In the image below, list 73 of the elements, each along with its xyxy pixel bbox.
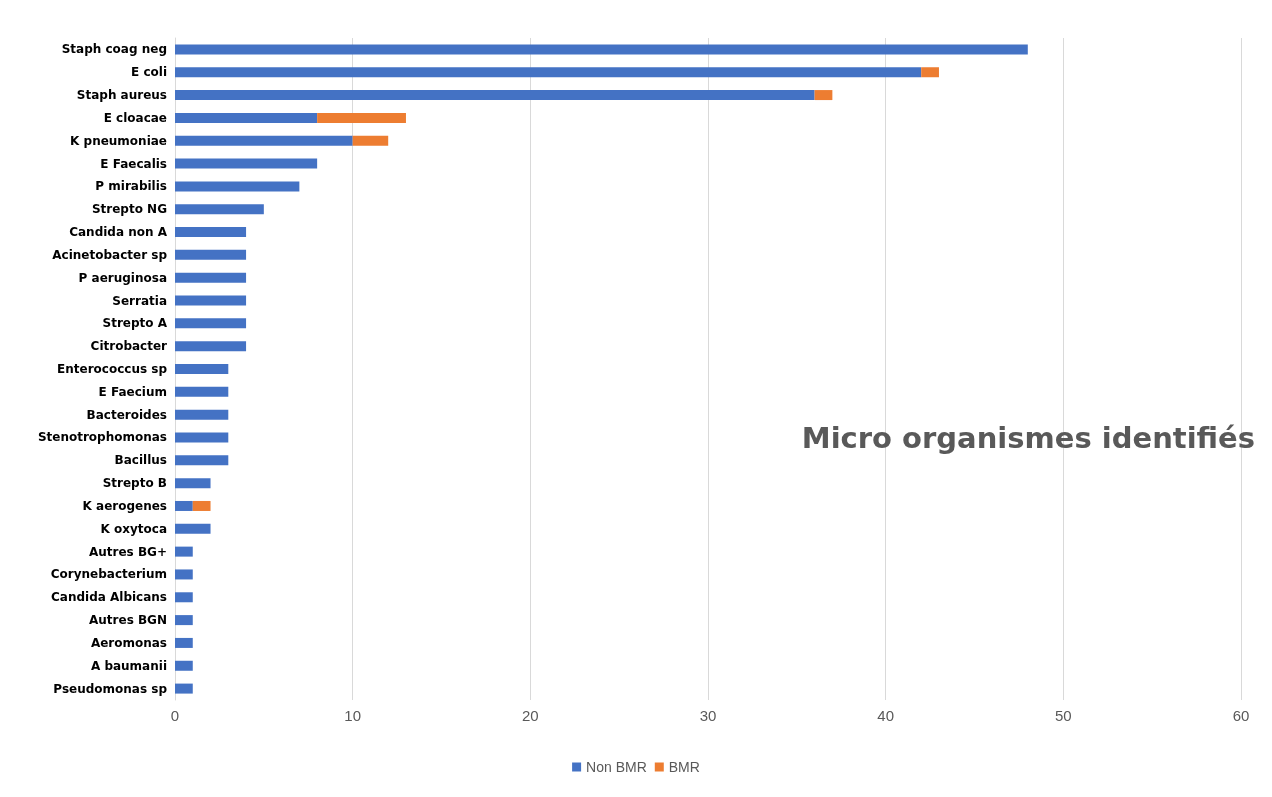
y-tick-label: Strepto NG <box>91 202 167 217</box>
bar <box>352 135 389 146</box>
bar <box>175 432 229 443</box>
y-tick-label: Corynebacterium <box>50 567 167 582</box>
bar <box>921 67 939 78</box>
bar <box>175 546 193 557</box>
text: Micro organismes identifiés <box>801 420 1256 455</box>
bar <box>175 249 247 260</box>
bar <box>175 204 264 215</box>
y-tick-label: Candida Albicans <box>50 590 167 605</box>
x-tick-label: 20 <box>521 707 539 724</box>
bar <box>175 44 1028 55</box>
y-tick-label: Stenotrophomonas <box>37 430 167 445</box>
bar <box>175 272 247 283</box>
y-tick-label: P mirabilis <box>95 179 167 194</box>
bar <box>175 500 193 511</box>
y-tick-label: Enterococcus sp <box>57 362 168 376</box>
bar <box>175 318 247 329</box>
bar <box>175 455 229 466</box>
y-tick-label: Serratia <box>112 293 167 308</box>
bar <box>192 500 211 511</box>
bar <box>175 158 318 169</box>
y-tick-label: Autres BG+ <box>89 544 167 559</box>
y-tick-label: Autres BGN <box>89 613 167 628</box>
bar <box>175 67 922 78</box>
y-tick-label: E Faecalis <box>100 156 167 171</box>
bar <box>175 386 229 397</box>
y-tick-label: K aerogenes <box>82 498 167 513</box>
bar <box>814 90 833 101</box>
y-tick-label: Candida non A <box>69 225 168 240</box>
bar <box>175 341 247 352</box>
bar <box>317 112 406 123</box>
bar <box>175 637 193 648</box>
y-tick-label: E cloacae <box>103 110 167 125</box>
x-tick-label: 0 <box>170 707 180 724</box>
y-tick-label: A baumanii <box>90 658 167 673</box>
y-tick-label: Acinetobacter sp <box>52 247 168 262</box>
bar <box>175 90 815 101</box>
y-tick-label: K pneumoniae <box>70 133 167 148</box>
bar <box>175 660 193 671</box>
y-tick-label: Strepto A <box>102 316 168 331</box>
x-tick-label: 40 <box>877 707 895 724</box>
x-tick-label: 30 <box>699 707 717 724</box>
y-tick-label: E Faecium <box>98 384 167 399</box>
bar <box>175 615 193 626</box>
x-tick-label: 60 <box>1232 707 1250 724</box>
bar <box>175 227 247 238</box>
y-tick-label: Aeromonas <box>90 635 167 650</box>
y-tick-label: K oxytoca <box>100 521 167 536</box>
y-tick-label: Citrobacter <box>90 339 168 354</box>
y-tick-label: Pseudomonas sp <box>53 681 168 696</box>
bar <box>175 409 229 420</box>
bar <box>175 478 211 489</box>
bar <box>175 683 193 694</box>
y-tick-label: E coli <box>131 65 167 80</box>
y-tick-label: Staph aureus <box>76 88 167 103</box>
bar <box>175 592 193 603</box>
bar <box>175 135 353 146</box>
x-tick-label: 10 <box>344 707 362 724</box>
y-tick-label: Staph coag neg <box>61 42 167 57</box>
legend-label: Non BMR <box>586 759 647 775</box>
y-tick-label: Bacillus <box>114 453 167 468</box>
bar <box>175 181 300 192</box>
y-tick-label: Strepto B <box>102 476 167 491</box>
bar <box>175 523 211 534</box>
bar <box>175 112 318 123</box>
legend-label: BMR <box>668 759 700 775</box>
y-tick-label: Bacteroides <box>86 407 167 422</box>
x-tick-label: 50 <box>1054 707 1072 724</box>
bar <box>175 364 229 374</box>
y-tick-label: P aeruginosa <box>78 270 167 285</box>
bar <box>175 569 193 580</box>
bar <box>175 295 247 306</box>
